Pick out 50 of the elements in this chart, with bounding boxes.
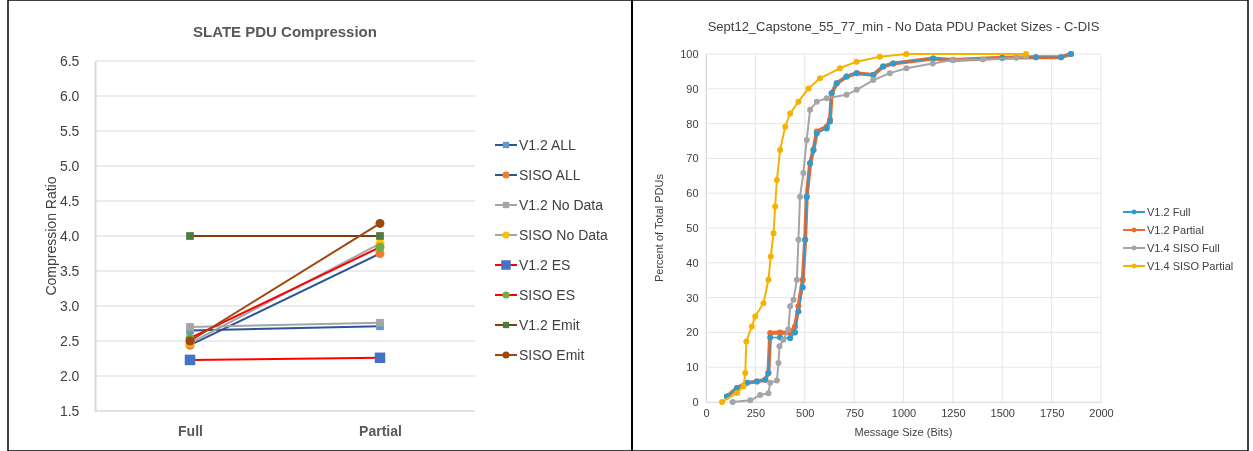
y-tick-label: 5.0 [59,157,80,174]
legend-label: V1.2 No Data [519,196,604,213]
x-tick-label: 750 [845,407,864,420]
y-tick-label: 80 [686,117,699,130]
y-tick-label: 10 [686,361,699,374]
y-tick-label: 4.5 [59,192,80,209]
x-tick-label: Full [178,423,203,440]
y-tick-label: 90 [686,82,699,95]
y-tick-label: 5.5 [59,122,80,139]
y-tick-label: 70 [686,152,699,165]
legend-label: V1.4 SISO Full [1147,241,1220,254]
legend-label: SISO No Data [519,226,608,243]
y-tick-label: 60 [686,187,699,200]
chart-title: Sept12_Capstone_55_77_min - No Data PDU Packet Sizes - C-DIS [707,19,1100,34]
y-tick-label: 4.0 [59,227,80,244]
y-tick-label: 2.0 [59,367,80,384]
legend-label: V1.2 ALL [519,136,577,153]
x-axis-title: Message Size (Bits) [854,426,953,438]
x-tick-label: 1500 [990,407,1015,420]
legend-label: SISO Emit [519,346,585,363]
x-tick-label: 0 [703,407,710,420]
x-tick-label: 1000 [891,407,917,420]
chart-title: SLATE PDU Compression [193,23,377,40]
legend-label: V1.2 Emit [519,316,580,333]
x-tick-label: 1750 [1039,407,1065,420]
y-axis-title: Percent of Total PDUs [653,173,665,283]
x-tick-label: 2000 [1089,407,1114,420]
y-tick-label: 1.5 [59,402,80,419]
y-tick-label: 3.0 [59,297,80,314]
y-tick-label: 0 [692,396,699,409]
legend-label: SISO ALL [519,166,581,183]
legend-label: SISO ES [519,286,576,303]
y-tick-label: 50 [686,222,699,235]
y-tick-label: 40 [686,256,699,269]
y-tick-label: 2.5 [59,332,80,349]
legend-label: V1.2 Full [1147,205,1191,218]
y-tick-label: 100 [680,48,699,61]
x-tick-label: Partial [359,423,402,440]
y-tick-label: 6.5 [59,52,80,69]
x-tick-label: 250 [746,407,766,420]
y-tick-label: 3.5 [59,262,80,279]
x-tick-label: 1250 [941,407,966,420]
y-tick-label: 30 [686,291,699,304]
y-tick-label: 20 [686,326,699,339]
legend-label: V1.4 SISO Partial [1147,259,1234,272]
y-tick-label: 6.0 [59,87,80,104]
legend-label: V1.2 ES [519,256,571,273]
y-axis-title: Compression Ratio [43,176,59,296]
x-tick-label: 500 [796,407,815,420]
legend-label: V1.2 Partial [1147,223,1204,236]
